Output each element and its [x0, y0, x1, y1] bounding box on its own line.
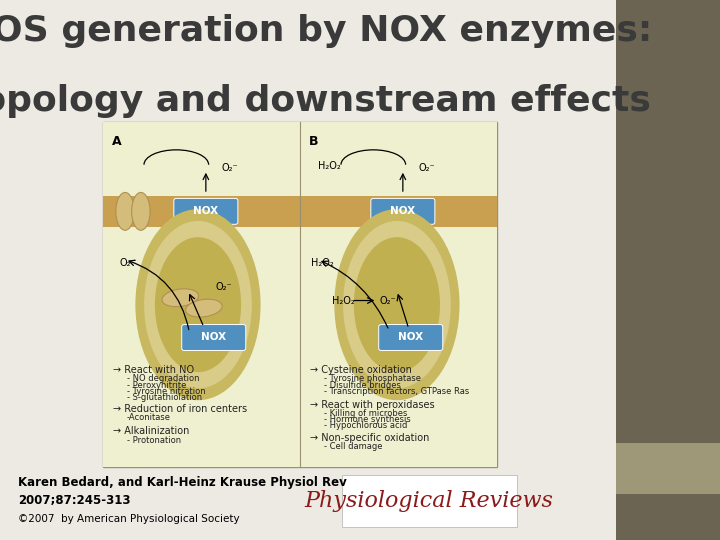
Ellipse shape [116, 192, 135, 230]
Bar [104, 196, 498, 227]
Ellipse shape [132, 192, 150, 230]
Text: H₂O₂: H₂O₂ [318, 161, 341, 171]
Text: H₂O₂: H₂O₂ [332, 295, 355, 306]
Text: → React with peroxidases: → React with peroxidases [310, 400, 435, 410]
Text: NOX: NOX [390, 206, 415, 217]
FancyBboxPatch shape [379, 325, 443, 350]
Text: B: B [309, 136, 318, 148]
Text: O₂⁻: O₂⁻ [418, 163, 435, 173]
Text: → Alkalinization: → Alkalinization [113, 426, 189, 436]
Text: → Reduction of iron centers: → Reduction of iron centers [113, 404, 248, 414]
FancyBboxPatch shape [371, 198, 435, 224]
Bar [104, 122, 300, 467]
Text: NOX: NOX [193, 206, 218, 217]
Bar [300, 122, 498, 467]
Text: 2007;87:245-313: 2007;87:245-313 [19, 494, 131, 507]
Text: -Aconitase: -Aconitase [127, 413, 171, 422]
Ellipse shape [336, 210, 459, 399]
Text: → Non-specific oxidation: → Non-specific oxidation [310, 433, 430, 443]
Text: Karen Bedard, and Karl-Heinz Krause Physiol Rev: Karen Bedard, and Karl-Heinz Krause Phys… [19, 476, 347, 489]
Text: NOX: NOX [398, 333, 423, 342]
Text: - Hormone synthesis: - Hormone synthesis [324, 415, 411, 424]
Ellipse shape [136, 210, 259, 399]
Text: topology and downstream effects: topology and downstream effects [0, 84, 651, 118]
Text: ROS generation by NOX enzymes:: ROS generation by NOX enzymes: [0, 14, 652, 48]
FancyBboxPatch shape [174, 198, 238, 224]
Bar [616, 0, 720, 443]
Ellipse shape [162, 289, 199, 307]
Bar [616, 443, 720, 494]
Ellipse shape [144, 221, 252, 388]
Text: - S-glutathiolation: - S-glutathiolation [127, 393, 202, 402]
Text: - Tyrosine nitration: - Tyrosine nitration [127, 387, 206, 396]
Ellipse shape [354, 237, 440, 372]
Text: → Cysteine oxidation: → Cysteine oxidation [310, 365, 412, 375]
Text: H₂O₂: H₂O₂ [312, 258, 334, 268]
Ellipse shape [343, 221, 451, 388]
Ellipse shape [155, 237, 241, 372]
Text: Physiological Reviews: Physiological Reviews [305, 490, 554, 512]
Text: O₂⁻: O₂⁻ [216, 282, 233, 292]
Text: - Cell damage: - Cell damage [324, 442, 382, 451]
Text: O₂⁻: O₂⁻ [379, 295, 396, 306]
Bar [342, 475, 517, 526]
Ellipse shape [186, 299, 222, 317]
Text: - Hypochlorous acid: - Hypochlorous acid [324, 422, 408, 430]
Text: → React with NO: → React with NO [113, 365, 194, 375]
Bar [616, 494, 720, 540]
Text: NOX: NOX [201, 333, 226, 342]
Text: - Tyrosine phosphatase: - Tyrosine phosphatase [324, 374, 421, 383]
Text: - NO degradation: - NO degradation [127, 374, 199, 383]
Text: - Disulfide bridges: - Disulfide bridges [324, 381, 401, 390]
Text: O₂⁻: O₂⁻ [120, 258, 136, 268]
Text: - Protonation: - Protonation [127, 436, 181, 444]
FancyBboxPatch shape [181, 325, 246, 350]
Text: - Peroxynitrite: - Peroxynitrite [127, 381, 186, 390]
Bar [104, 122, 498, 467]
Text: A: A [112, 136, 122, 148]
Text: - Transcription factors, GTPase Ras: - Transcription factors, GTPase Ras [324, 387, 469, 396]
Text: ©2007  by American Physiological Society: ©2007 by American Physiological Society [19, 514, 240, 524]
Text: - Killing of microbes: - Killing of microbes [324, 409, 408, 418]
Text: O₂⁻: O₂⁻ [222, 163, 238, 173]
